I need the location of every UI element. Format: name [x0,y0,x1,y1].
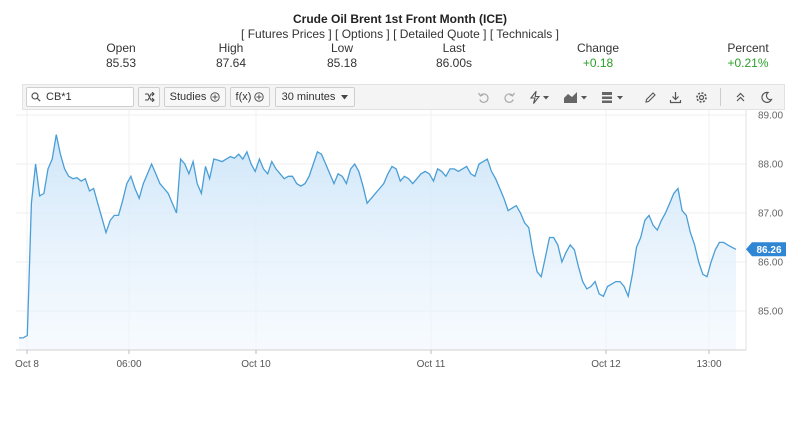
y-tick-label: 87.00 [758,209,783,220]
stat-last: Last 86.00s [426,41,482,70]
stat-last-value: 86.00s [435,56,473,70]
stat-low: Low 85.18 [316,41,368,70]
fx-button[interactable]: f(x) [230,87,270,107]
price-area-fill [19,134,736,350]
last-price-tag-bg [746,242,786,257]
link-detailed-quote[interactable]: Detailed Quote [399,27,480,41]
pencil-icon[interactable] [644,89,657,105]
studies-label: Studies [169,91,207,103]
y-axis-ticks: 85.00 86.00 87.00 88.00 89.00 [758,111,783,318]
collapse-up-icon[interactable] [735,89,746,105]
stat-change: Change +0.18 [570,41,626,70]
search-icon [31,92,41,102]
symbol-value: CB*1 [46,91,72,103]
x-tick-label: Oct 10 [241,359,271,370]
shuffle-icon [144,92,155,102]
y-tick-label: 89.00 [758,111,783,122]
redo-icon[interactable] [503,89,516,105]
instrument-title: Crude Oil Brent 1st Front Month (ICE) [293,12,507,26]
toolbar-divider [720,88,721,106]
stat-high-label: High [218,41,244,55]
last-price-value: 86.26 [756,245,781,256]
y-tick-label: 86.00 [758,258,783,269]
x-tick-label: 06:00 [116,359,141,370]
y-tick-label: 88.00 [758,160,783,171]
plus-circle-icon [254,92,265,102]
lightning-icon[interactable] [529,89,551,105]
stat-open-label: Open [106,41,136,55]
dark-mode-moon-icon[interactable] [760,89,773,105]
stat-low-value: 85.18 [326,56,358,70]
stat-change-value: +0.18 [582,56,614,70]
gear-icon[interactable] [695,89,708,105]
stat-low-label: Low [330,41,353,55]
caret-down-icon [341,94,349,99]
x-tick-label: Oct 12 [591,359,621,370]
quote-links: [ Futures Prices ] [ Options ] [ Detaile… [241,27,559,41]
stat-percent-value: +0.21% [727,56,769,70]
link-options[interactable]: Options [341,27,384,41]
stat-percent-label: Percent [727,41,769,55]
link-futures-prices[interactable]: Futures Prices [247,27,326,41]
plus-circle-icon [210,92,221,102]
download-icon[interactable] [669,89,682,105]
undo-icon[interactable] [477,89,490,105]
link-technicals[interactable]: Technicals [496,27,553,41]
last-price-tag: 86.26 [746,242,786,257]
stat-open-value: 85.53 [105,56,137,70]
studies-button[interactable]: Studies [164,87,226,107]
x-axis-ticks: Oct 8 06:00 Oct 10 Oct 11 Oct 12 13:00 [15,350,722,370]
chart-toolbar: CB*1 Studies f(x) 30 minutes [22,84,785,110]
x-tick-label: Oct 8 [15,359,39,370]
interval-select[interactable]: 30 minutes [275,87,355,107]
layout-icon[interactable] [601,89,625,105]
interval-label: 30 minutes [281,91,336,103]
chart-type-icon[interactable] [563,89,589,105]
symbol-search-input[interactable]: CB*1 [26,87,134,107]
stat-change-label: Change [576,41,620,55]
stat-percent: Percent +0.21% [718,41,778,70]
y-tick-label: 85.00 [758,307,783,318]
price-line [19,134,737,339]
compare-button[interactable] [138,87,160,107]
stat-last-label: Last [442,41,466,55]
fx-label: f(x) [235,91,252,103]
x-tick-label: 13:00 [696,359,721,370]
stat-high-value: 87.64 [215,56,247,70]
x-tick-label: Oct 11 [417,359,446,370]
stat-high: High 87.64 [205,41,257,70]
stat-open: Open 85.53 [95,41,147,70]
